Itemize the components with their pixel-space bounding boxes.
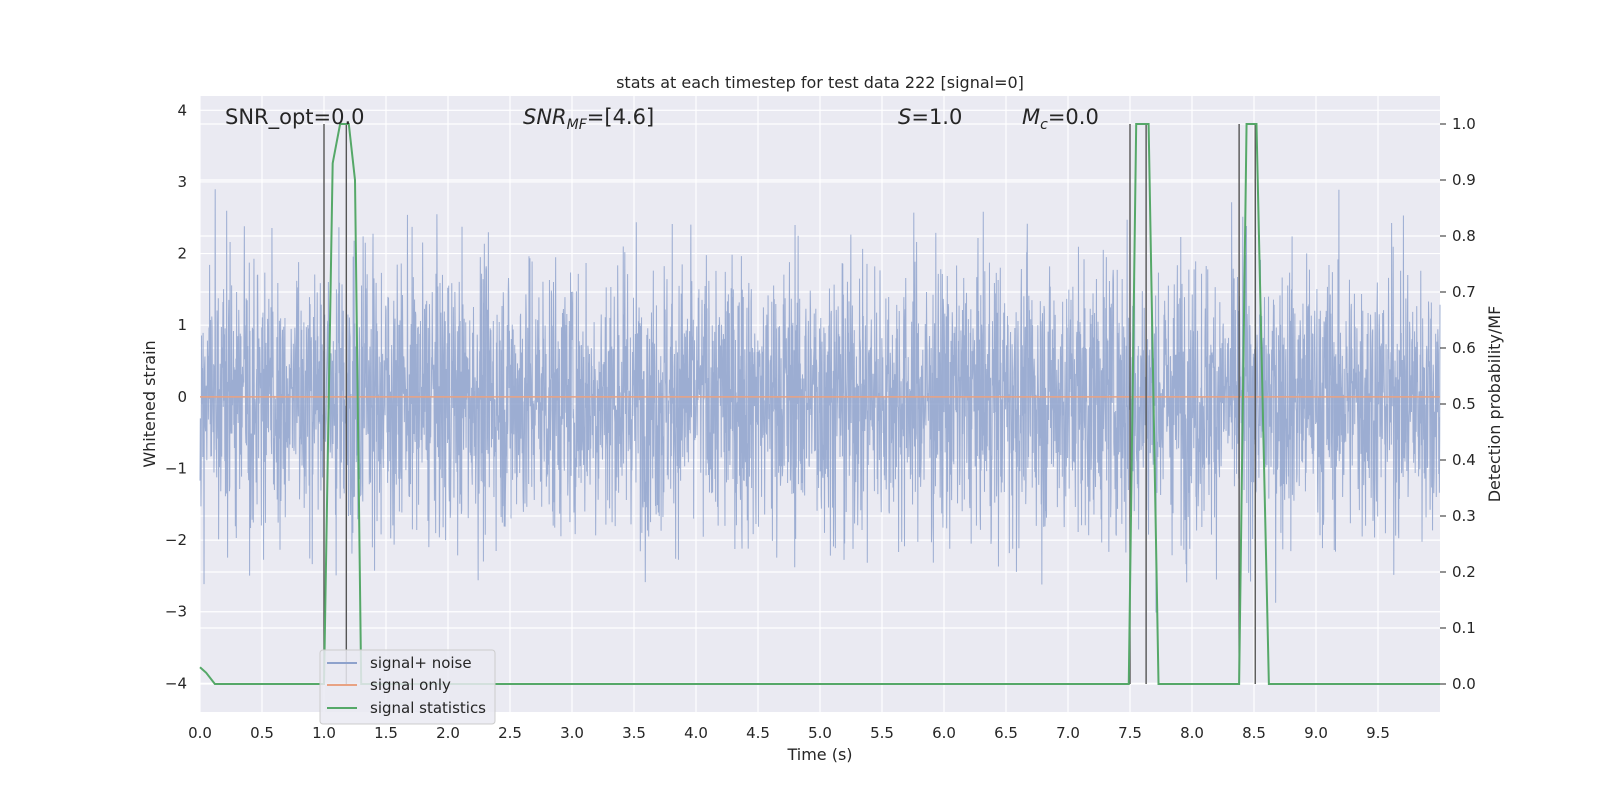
y-axis-label: Whitened strain — [140, 340, 159, 467]
detection-markers — [323, 124, 1256, 684]
x-tick-label: 9.5 — [1366, 724, 1390, 742]
annotation-mc-main: M — [1022, 105, 1040, 129]
y-tick-label: 0 — [177, 388, 187, 406]
y2-tick-label: 0.9 — [1452, 171, 1476, 189]
x-axis-label: Time (s) — [786, 745, 852, 764]
y2-tick-label: 0.0 — [1452, 675, 1476, 693]
y-tick-label: 1 — [177, 316, 187, 334]
y2-axis-ticks: 1.0 0.9 0.8 0.7 0.6 0.5 0.4 0.3 0.2 0.1 0.0 — [1440, 115, 1476, 693]
annotation-snr-mf-value: =[4.6] — [587, 105, 654, 129]
y2-tick-label: 0.8 — [1452, 227, 1476, 245]
x-tick-label: 0.5 — [250, 724, 274, 742]
y-tick-label: 4 — [177, 101, 187, 119]
annotation-snr-opt: SNR_opt=0.0 — [225, 105, 365, 130]
y-tick-label: 2 — [177, 245, 187, 263]
y-tick-label: −3 — [165, 603, 187, 621]
signal-statistics-line — [199, 123, 1440, 685]
y2-tick-label: 0.5 — [1452, 395, 1476, 413]
annotation-s-value: =1.0 — [911, 105, 962, 129]
y2-tick-label: 0.4 — [1452, 451, 1476, 469]
annotation-mc: Mc=0.0 — [1022, 105, 1099, 133]
y2-tick-label: 0.2 — [1452, 563, 1476, 581]
series-signal-statistics — [199, 123, 1440, 685]
y-tick-label: −2 — [165, 531, 187, 549]
y-tick-label: 3 — [177, 173, 187, 191]
legend-label-signal-noise: signal+ noise — [370, 654, 472, 672]
y2-tick-label: 0.1 — [1452, 619, 1476, 637]
annotation-mc-sub: c — [1040, 117, 1048, 133]
x-tick-label: 7.0 — [1056, 724, 1080, 742]
y2-tick-label: 0.7 — [1452, 283, 1476, 301]
x-tick-label: 8.0 — [1180, 724, 1204, 742]
x-tick-label: 6.5 — [994, 724, 1018, 742]
y-tick-label: −4 — [165, 674, 187, 692]
y2-tick-label: 0.6 — [1452, 339, 1476, 357]
series-signal-noise — [199, 182, 1441, 613]
annotation-s: S=1.0 — [898, 105, 962, 129]
x-tick-label: 7.5 — [1118, 724, 1142, 742]
x-tick-label: 4.5 — [746, 724, 770, 742]
x-tick-label: 8.5 — [1242, 724, 1266, 742]
y-axis-ticks: 4 3 2 1 0 −1 −2 −3 −4 — [165, 101, 187, 692]
x-tick-label: 6.0 — [932, 724, 956, 742]
x-tick-label: 3.5 — [622, 724, 646, 742]
annotation-snr-mf-main: SNR — [523, 105, 567, 129]
chart-title: stats at each timestep for test data 222… — [616, 73, 1024, 92]
y2-tick-label: 1.0 — [1452, 115, 1476, 133]
legend: signal+ noise signal only signal statist… — [319, 649, 496, 725]
y-tick-label: −1 — [165, 459, 187, 477]
x-axis-ticks: 0.0 0.5 1.0 1.5 2.0 2.5 3.0 3.5 4.0 4.5 5.0 5.5 6.0 6… — [188, 724, 1390, 742]
x-tick-label: 1.5 — [374, 724, 398, 742]
legend-label-signal-only: signal only — [370, 676, 451, 694]
x-tick-label: 2.5 — [498, 724, 522, 742]
x-tick-label: 1.0 — [312, 724, 336, 742]
annotation-snr-mf-sub: MF — [567, 117, 588, 133]
y2-tick-label: 0.3 — [1452, 507, 1476, 525]
x-tick-label: 3.0 — [560, 724, 584, 742]
x-tick-label: 4.0 — [684, 724, 708, 742]
x-tick-label: 2.0 — [436, 724, 460, 742]
annotation-mc-value: =0.0 — [1048, 105, 1099, 129]
annotation-snr-mf: SNRMF=[4.6] — [523, 105, 654, 133]
x-tick-label: 5.5 — [870, 724, 894, 742]
legend-label-signal-statistics: signal statistics — [370, 699, 486, 717]
x-tick-label: 5.0 — [808, 724, 832, 742]
legend-box — [319, 649, 496, 725]
signal-noise-line — [199, 182, 1441, 613]
annotation-s-main: S — [898, 105, 911, 129]
x-tick-label: 9.0 — [1304, 724, 1328, 742]
y2-axis-label: Detection probability/MF — [1485, 306, 1504, 503]
x-tick-label: 0.0 — [188, 724, 212, 742]
